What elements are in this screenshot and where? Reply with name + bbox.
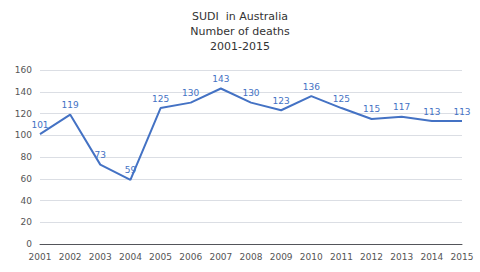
svg-text:2015: 2015 bbox=[451, 252, 474, 262]
svg-text:2009: 2009 bbox=[270, 252, 293, 262]
svg-text:2003: 2003 bbox=[89, 252, 112, 262]
svg-text:SUDI in Australia: SUDI in Australia bbox=[192, 10, 288, 23]
svg-text:160: 160 bbox=[15, 65, 32, 75]
svg-text:125: 125 bbox=[333, 94, 350, 104]
svg-text:120: 120 bbox=[15, 109, 32, 119]
svg-text:125: 125 bbox=[152, 94, 169, 104]
svg-text:2011: 2011 bbox=[330, 252, 353, 262]
svg-text:136: 136 bbox=[303, 82, 320, 92]
svg-text:115: 115 bbox=[363, 104, 380, 114]
svg-text:80: 80 bbox=[21, 152, 33, 162]
svg-text:130: 130 bbox=[242, 88, 259, 98]
svg-text:119: 119 bbox=[62, 100, 79, 110]
svg-text:2001-2015: 2001-2015 bbox=[210, 40, 270, 53]
svg-text:113: 113 bbox=[423, 107, 440, 117]
svg-text:2004: 2004 bbox=[119, 252, 142, 262]
svg-text:140: 140 bbox=[15, 87, 32, 97]
svg-text:Number of deaths: Number of deaths bbox=[190, 25, 290, 38]
svg-text:143: 143 bbox=[212, 74, 229, 84]
svg-text:100: 100 bbox=[15, 130, 32, 140]
svg-text:2002: 2002 bbox=[59, 252, 82, 262]
svg-text:0: 0 bbox=[26, 239, 32, 249]
svg-text:130: 130 bbox=[182, 88, 199, 98]
svg-text:2014: 2014 bbox=[420, 252, 443, 262]
svg-text:2012: 2012 bbox=[360, 252, 383, 262]
svg-text:40: 40 bbox=[21, 196, 33, 206]
svg-text:123: 123 bbox=[273, 96, 290, 106]
svg-text:2005: 2005 bbox=[149, 252, 172, 262]
svg-text:2001: 2001 bbox=[29, 252, 52, 262]
svg-text:101: 101 bbox=[31, 120, 48, 130]
svg-text:59: 59 bbox=[125, 165, 137, 175]
svg-text:113: 113 bbox=[453, 107, 470, 117]
svg-text:2013: 2013 bbox=[390, 252, 413, 262]
svg-text:20: 20 bbox=[21, 217, 33, 227]
svg-text:73: 73 bbox=[95, 150, 106, 160]
svg-text:60: 60 bbox=[21, 174, 33, 184]
svg-text:2007: 2007 bbox=[209, 252, 232, 262]
svg-text:2008: 2008 bbox=[240, 252, 263, 262]
svg-text:2006: 2006 bbox=[179, 252, 202, 262]
svg-text:117: 117 bbox=[393, 102, 410, 112]
svg-text:2010: 2010 bbox=[300, 252, 323, 262]
